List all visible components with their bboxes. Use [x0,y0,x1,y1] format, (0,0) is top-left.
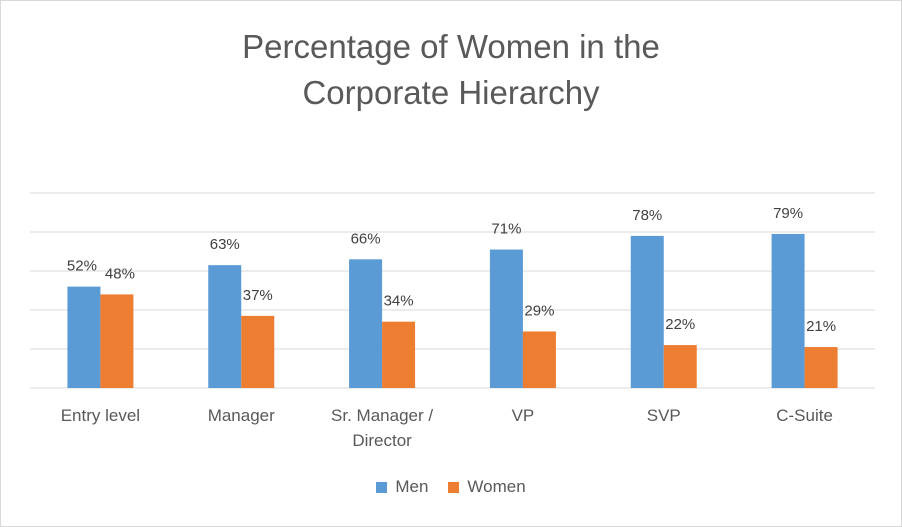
bar-women [100,294,134,388]
bar-men [489,249,523,388]
chart-title: Percentage of Women in the Corporate Hie… [0,24,902,116]
x-tick-label: Manager [208,406,275,425]
bar-men [349,259,383,388]
legend-swatch-women [448,481,460,493]
legend-swatch-men [376,481,388,493]
data-label-men: 71% [491,221,521,238]
bar-women [241,315,275,388]
x-tick-label: SVP [647,406,681,425]
x-tick-label: Sr. Manager / [331,406,433,425]
bar-men [208,265,242,388]
bar-women [804,347,838,388]
legend-label-men: Men [395,477,429,496]
data-label-women: 29% [524,302,554,319]
bar-women [663,345,697,388]
data-label-men: 79% [773,205,803,222]
data-label-women: 22% [665,316,695,333]
data-label-men: 78% [632,207,662,224]
bar-women [382,321,416,388]
data-label-men: 66% [351,230,381,247]
bar-women [522,331,556,388]
x-tick-label: Director [352,431,412,450]
legend: Men Women [0,477,902,497]
chart-title-line-2: Corporate Hierarchy [302,74,600,111]
x-tick-label: C-Suite [776,406,833,425]
x-tick-label: Entry level [61,406,140,425]
data-label-women: 37% [243,287,273,304]
legend-label-women: Women [467,477,526,496]
data-label-men: 52% [67,258,97,275]
x-tick-label: VP [512,406,535,425]
legend-item-women: Women [448,477,526,497]
data-label-women: 48% [105,265,135,282]
bar-men [771,233,805,388]
legend-item-men: Men [376,477,428,497]
data-label-women: 34% [384,293,414,310]
data-label-women: 21% [806,318,836,335]
chart-title-line-1: Percentage of Women in the [242,28,660,65]
bar-men [67,286,101,388]
bar-men [630,235,664,388]
data-label-men: 63% [210,236,240,253]
